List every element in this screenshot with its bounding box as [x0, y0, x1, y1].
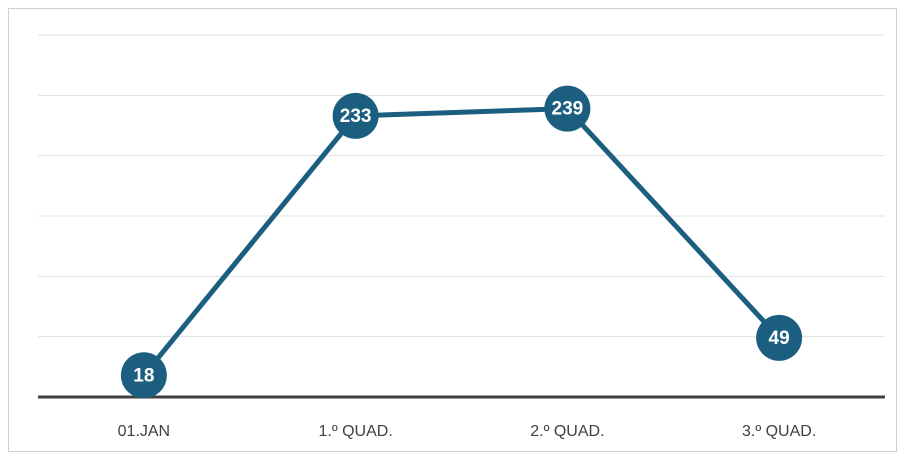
x-tick-label: 3.º QUAD.	[742, 423, 816, 440]
marker	[332, 92, 379, 139]
x-tick-label: 01.JAN	[118, 423, 170, 440]
marker	[544, 85, 591, 132]
x-tick-label: 1.º QUAD.	[318, 423, 392, 440]
line	[141, 106, 781, 377]
data-label: 18	[133, 365, 154, 386]
x-tick-label: 2.º QUAD.	[530, 423, 604, 440]
data-label: 239	[552, 99, 584, 120]
data-label: 233	[340, 106, 372, 127]
data-label: 49	[769, 328, 790, 349]
marker	[756, 314, 803, 361]
marker	[120, 352, 167, 399]
